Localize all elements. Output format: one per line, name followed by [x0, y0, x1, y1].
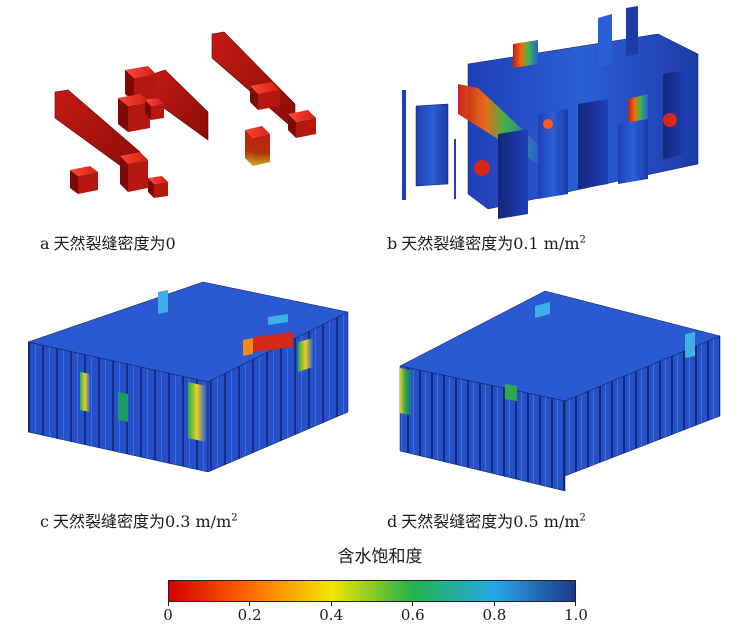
color-patch — [685, 332, 695, 358]
legend-title: 含水饱和度 — [337, 547, 423, 567]
fracture-slab — [626, 6, 638, 56]
fracture-slab — [498, 129, 528, 219]
caption-unit-exponent: 2 — [579, 234, 586, 246]
red-patch — [474, 160, 490, 176]
colorbar-tick — [575, 601, 576, 606]
color-patch — [118, 392, 128, 422]
caption-text: 天然裂缝密度为0 — [53, 234, 176, 253]
fracture-slab — [663, 70, 688, 159]
colorbar-tick — [168, 601, 169, 606]
fracture-cube — [120, 152, 148, 192]
panel-c-svg — [28, 281, 349, 473]
panel-d-plot — [395, 276, 725, 496]
color-patch — [535, 302, 550, 318]
fracture-slab — [578, 99, 608, 189]
colorbar-ticks — [168, 601, 576, 609]
fracture-slab — [538, 109, 568, 199]
panel-a-plot — [40, 20, 340, 215]
caption-unit: m/m — [538, 512, 580, 531]
panel-d-svg — [399, 290, 721, 492]
panel-b-plot — [398, 4, 718, 224]
fracture-cube — [245, 126, 270, 166]
fracture-slab — [402, 90, 406, 200]
red-patch — [663, 113, 677, 127]
fracture-slab — [618, 119, 648, 184]
fracture-cube — [250, 82, 280, 110]
colorbar-tick-label: 0.2 — [237, 606, 262, 624]
caption-a: a 天然裂缝密度为0 — [40, 230, 176, 254]
caption-letter: c — [40, 512, 49, 531]
caption-b: b 天然裂缝密度为0.1 m/m2 — [387, 230, 586, 254]
caption-unit: m/m — [538, 234, 580, 253]
color-patch — [80, 372, 90, 412]
caption-c: c 天然裂缝密度为0.3 m/m2 — [40, 508, 238, 532]
colorbar — [168, 580, 576, 602]
color-patch — [158, 290, 168, 314]
fracture-cube — [148, 176, 168, 198]
colorbar-tick-label: 0.6 — [400, 606, 425, 624]
color-patch — [400, 368, 413, 416]
colorbar-tick — [494, 601, 495, 606]
fracture-cube — [145, 98, 164, 120]
fracture-cube — [288, 110, 316, 138]
red-patch — [543, 119, 553, 129]
colorbar-tick — [412, 601, 413, 606]
color-patch — [505, 384, 517, 401]
color-patch — [188, 382, 206, 442]
colorbar-gradient — [169, 581, 575, 601]
fracture-cube — [70, 166, 98, 194]
color-patch — [268, 314, 288, 325]
colorbar-tick-label: 1.0 — [564, 606, 588, 624]
caption-unit: m/m — [190, 512, 232, 531]
caption-unit-exponent: 2 — [231, 512, 238, 524]
panel-a-svg — [54, 31, 316, 198]
color-patch — [253, 332, 293, 352]
caption-text: 天然裂缝密度为0.3 — [52, 512, 191, 531]
caption-text: 天然裂缝密度为0.1 — [401, 234, 539, 253]
caption-letter: a — [40, 234, 50, 253]
caption-letter: b — [387, 234, 398, 253]
fracture-plane — [211, 31, 296, 131]
panel-c-plot — [28, 272, 358, 487]
fracture-cube — [118, 94, 150, 132]
caption-d: d 天然裂缝密度为0.5 m/m2 — [387, 508, 586, 532]
colorbar-tick-label: 0.8 — [482, 606, 507, 624]
color-patch — [243, 338, 253, 356]
fracture-block-side — [564, 335, 721, 477]
color-patch — [298, 338, 313, 372]
colorbar-tick-label: 0.4 — [319, 606, 344, 624]
fracture-slab — [513, 40, 538, 68]
fracture-slab — [454, 139, 456, 199]
colorbar-tick-label: 0 — [163, 606, 173, 624]
caption-letter: d — [387, 512, 398, 531]
fracture-slab — [598, 14, 612, 68]
colorbar-tick — [331, 601, 332, 606]
caption-unit-exponent: 2 — [579, 512, 586, 524]
panel-b-svg — [402, 6, 699, 219]
colorbar-tick — [249, 601, 250, 606]
fracture-slab — [415, 103, 449, 187]
caption-text: 天然裂缝密度为0.5 — [401, 512, 539, 531]
